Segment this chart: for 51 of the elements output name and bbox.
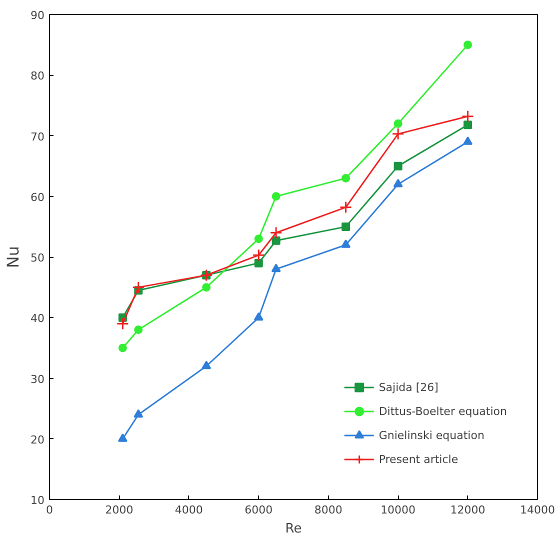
point xyxy=(202,360,212,370)
legend-label: Dittus-Boelter equation xyxy=(378,404,507,418)
point xyxy=(464,120,472,130)
x-tick-label: 6000 xyxy=(244,504,273,516)
point xyxy=(116,317,129,330)
point xyxy=(134,326,143,334)
x-tick-label: 12000 xyxy=(450,504,486,516)
point xyxy=(342,222,350,231)
y-tick-label: 30 xyxy=(30,372,45,386)
point xyxy=(134,409,144,418)
x-tick-label: 10000 xyxy=(380,504,416,516)
point xyxy=(462,110,474,123)
point xyxy=(132,281,145,294)
point xyxy=(342,174,350,182)
x-tick-label: 4000 xyxy=(174,504,203,516)
y-tick-label: 80 xyxy=(30,70,45,83)
point xyxy=(270,226,282,239)
y-tick-label: 20 xyxy=(30,433,45,446)
y-tick-label: 90 xyxy=(30,9,45,22)
y-axis-title: Nu xyxy=(4,246,23,268)
point xyxy=(341,240,351,248)
y-tick-label: 70 xyxy=(30,130,45,144)
x-tick-label: 0 xyxy=(46,504,53,516)
y-tick-label: 10 xyxy=(30,494,45,507)
y-tick-label: 40 xyxy=(30,312,45,326)
x-axis-title: Re xyxy=(285,522,302,536)
point xyxy=(394,119,402,128)
point xyxy=(254,234,263,244)
y-tick-label: 60 xyxy=(30,190,45,204)
y-tick-label: 50 xyxy=(30,252,45,264)
point xyxy=(464,40,472,50)
point xyxy=(202,283,211,292)
point xyxy=(118,344,127,352)
point xyxy=(271,264,281,272)
point xyxy=(392,128,404,140)
legend-label: Present article xyxy=(378,452,458,466)
point xyxy=(252,248,265,262)
point xyxy=(254,258,263,268)
point xyxy=(463,136,473,145)
point xyxy=(254,312,264,321)
point xyxy=(340,201,352,214)
x-tick-label: 14000 xyxy=(520,504,555,516)
x-tick-label: 8000 xyxy=(314,504,342,516)
point xyxy=(394,162,402,170)
point xyxy=(272,192,280,201)
legend-label: Sajida [26] xyxy=(378,380,438,394)
point xyxy=(272,236,280,245)
point xyxy=(393,178,403,188)
legend-label: Gnielinski equation xyxy=(378,428,484,442)
point xyxy=(118,434,128,442)
x-tick-label: 2000 xyxy=(105,504,134,516)
